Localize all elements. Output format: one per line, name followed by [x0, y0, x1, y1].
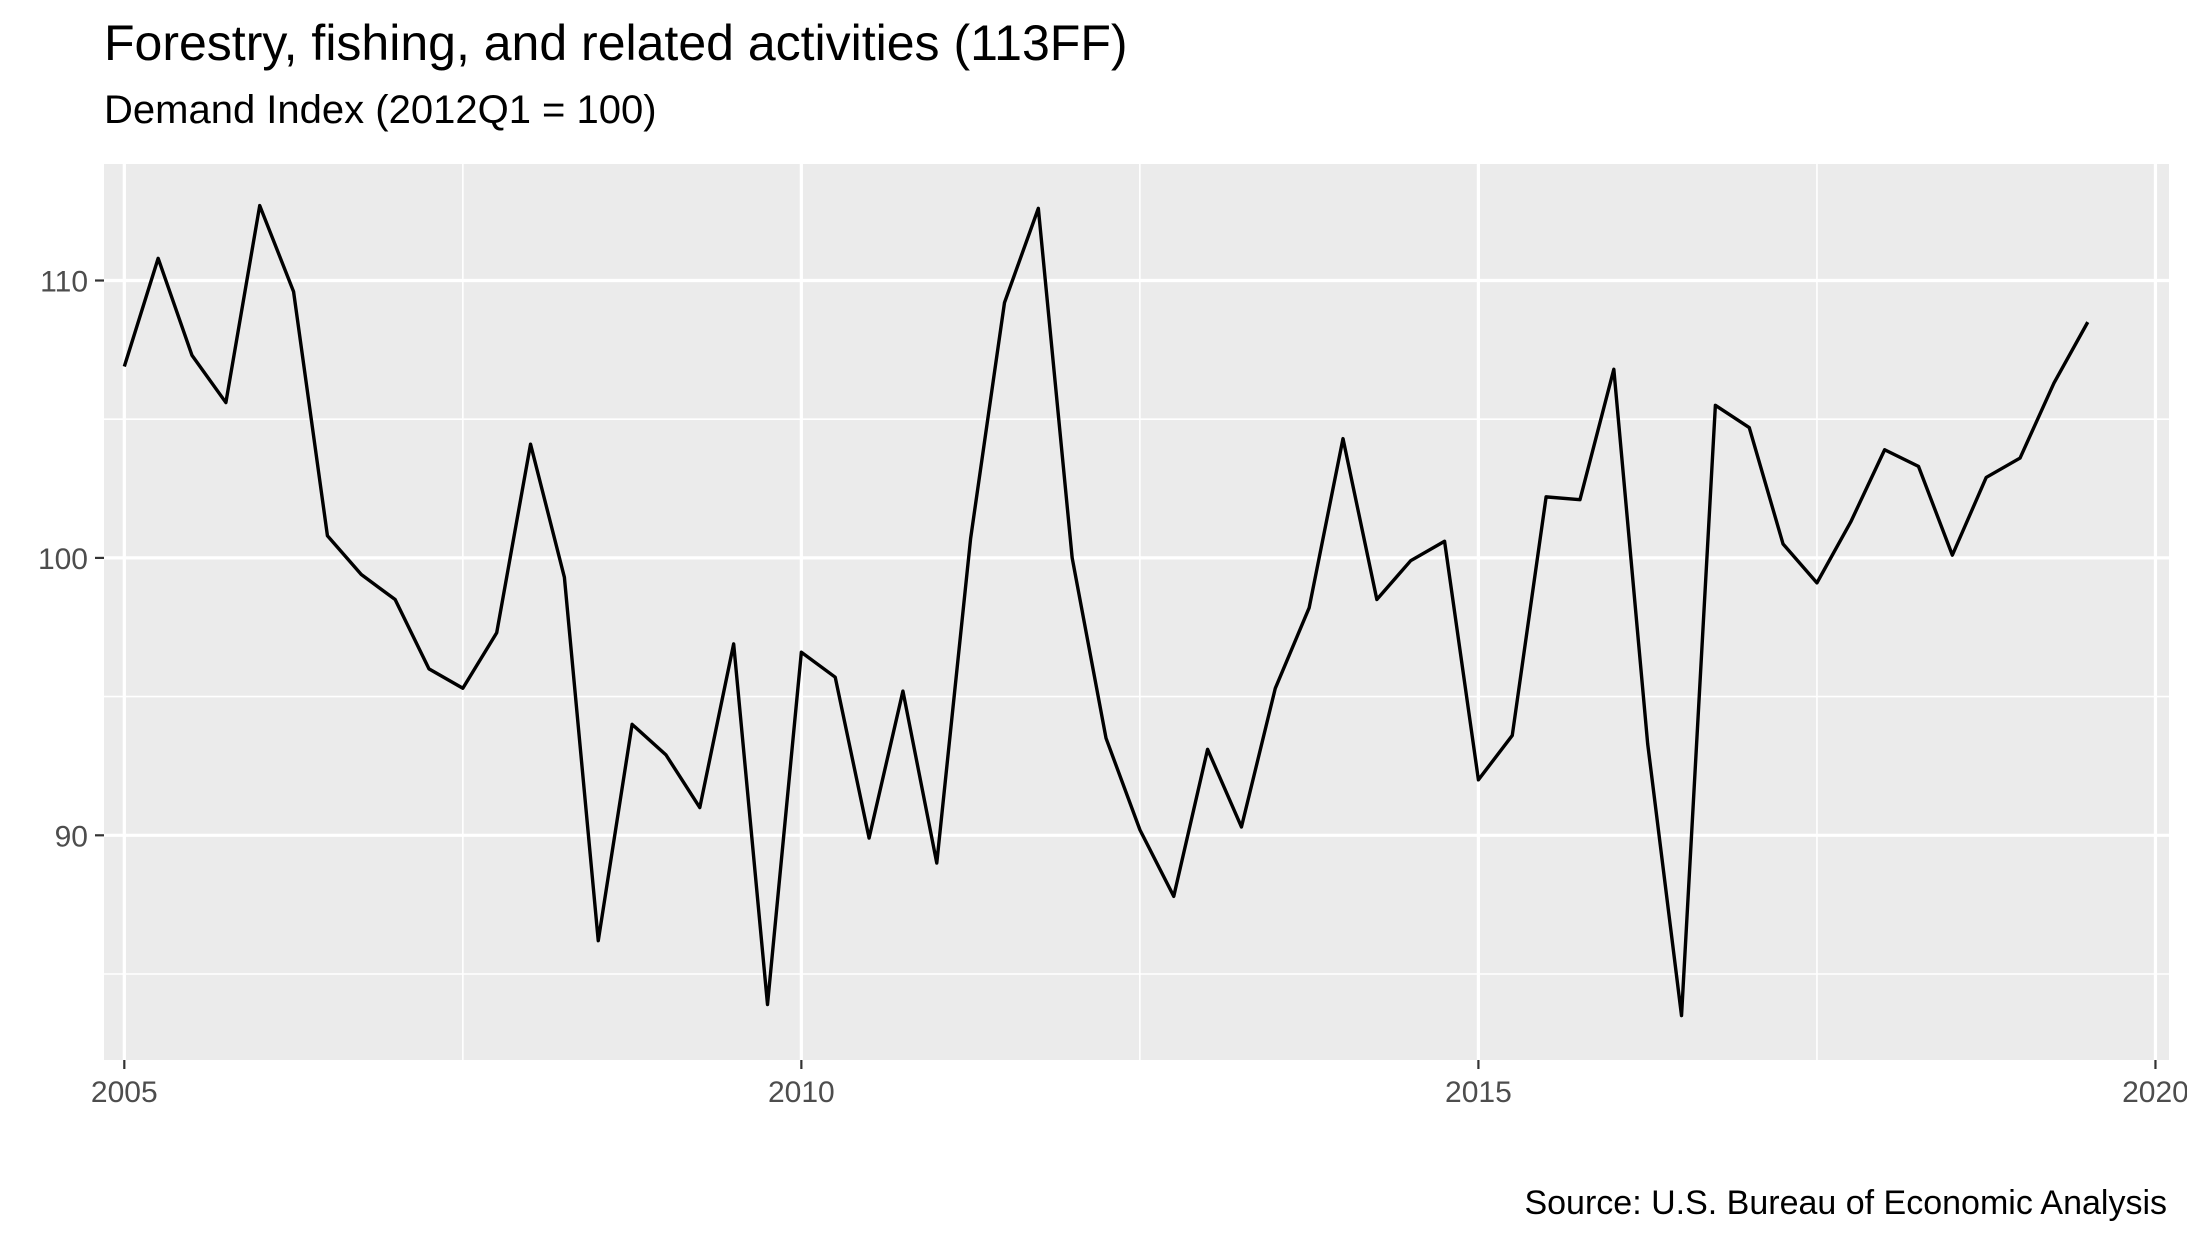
y-axis: 90 100 110 — [38, 266, 104, 853]
x-tick-label: 2010 — [768, 1076, 835, 1109]
grid-minor — [104, 164, 2169, 1060]
y-tick-label: 110 — [40, 266, 88, 299]
x-axis: 2005 2010 2015 2020 — [91, 1060, 2187, 1109]
grid-major — [104, 164, 2169, 1060]
chart-caption: Source: U.S. Bureau of Economic Analysis — [1524, 1184, 2167, 1222]
x-tick-label: 2015 — [1445, 1076, 1512, 1109]
chart-subtitle: Demand Index (2012Q1 = 100) — [104, 88, 657, 132]
series-line — [122, 203, 2090, 1018]
y-tick-label: 90 — [55, 820, 88, 853]
x-tick-label: 2020 — [2122, 1076, 2187, 1109]
chart-title: Forestry, fishing, and related activitie… — [104, 15, 1128, 71]
plot-panel — [104, 164, 2169, 1060]
y-tick-label: 100 — [38, 543, 88, 576]
x-tick-label: 2005 — [91, 1076, 158, 1109]
